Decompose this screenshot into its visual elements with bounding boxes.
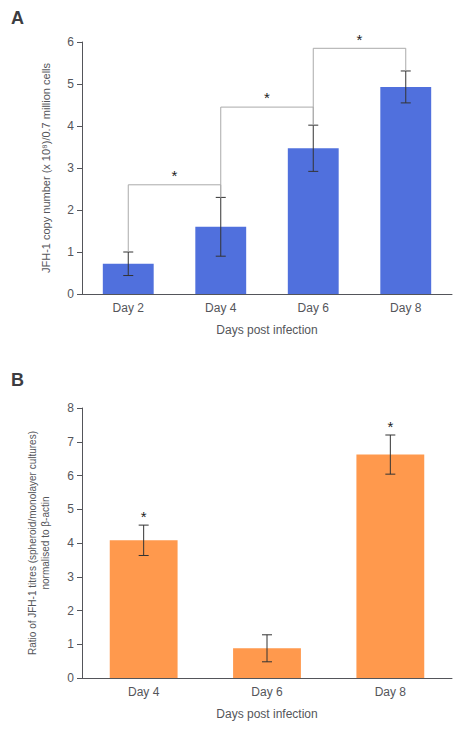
svg-text:6: 6 xyxy=(67,35,74,49)
svg-text:Day 6: Day 6 xyxy=(251,685,283,699)
svg-text:6: 6 xyxy=(67,469,74,483)
svg-text:B: B xyxy=(11,370,24,390)
svg-text:5: 5 xyxy=(67,77,74,91)
svg-text:7: 7 xyxy=(67,435,74,449)
svg-text:5: 5 xyxy=(67,502,74,516)
svg-text:*: * xyxy=(357,31,363,48)
svg-text:0: 0 xyxy=(67,671,74,685)
svg-text:*: * xyxy=(141,508,147,525)
svg-text:Day 2: Day 2 xyxy=(113,301,145,315)
svg-text:Days post infection: Days post infection xyxy=(216,707,317,721)
svg-text:2: 2 xyxy=(67,604,74,618)
svg-text:A: A xyxy=(11,8,24,28)
svg-text:Day 6: Day 6 xyxy=(298,301,330,315)
svg-text:Day 8: Day 8 xyxy=(390,301,422,315)
svg-text:Day 4: Day 4 xyxy=(205,301,237,315)
svg-text:3: 3 xyxy=(67,570,74,584)
svg-text:Days post infection: Days post infection xyxy=(216,323,317,337)
svg-text:2: 2 xyxy=(67,203,74,217)
svg-text:JFH-1 copy number (x 10⁸)/0.7: JFH-1 copy number (x 10⁸)/0.7 million ce… xyxy=(40,62,52,273)
svg-text:3: 3 xyxy=(67,161,74,175)
svg-text:Day 4: Day 4 xyxy=(128,685,160,699)
svg-text:*: * xyxy=(387,418,393,435)
svg-text:Ratio of JFH-1 titres (spheroi: Ratio of JFH-1 titres (spheroid/monolaye… xyxy=(27,431,38,655)
svg-text:8: 8 xyxy=(67,401,74,415)
svg-text:1: 1 xyxy=(67,245,74,259)
svg-text:*: * xyxy=(172,167,178,184)
svg-text:normalised to β-actin: normalised to β-actin xyxy=(40,496,51,589)
svg-text:0: 0 xyxy=(67,287,74,301)
svg-text:4: 4 xyxy=(67,119,74,133)
svg-text:Day 8: Day 8 xyxy=(375,685,407,699)
svg-text:*: * xyxy=(264,89,270,106)
svg-text:4: 4 xyxy=(67,536,74,550)
svg-text:1: 1 xyxy=(67,637,74,651)
